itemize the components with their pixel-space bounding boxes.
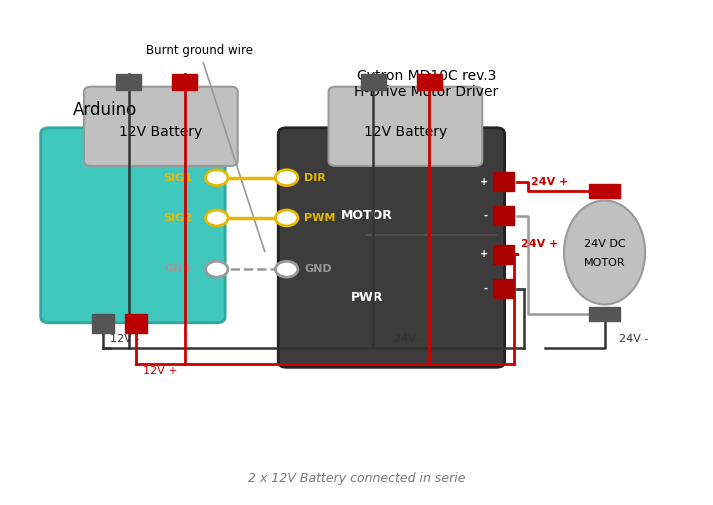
- Text: +: +: [180, 77, 189, 87]
- Text: +: +: [424, 77, 434, 87]
- Text: Burnt ground wire: Burnt ground wire: [145, 44, 265, 251]
- Text: 24V +: 24V +: [520, 239, 558, 249]
- FancyBboxPatch shape: [278, 128, 505, 367]
- FancyBboxPatch shape: [41, 128, 225, 323]
- Text: -: -: [371, 77, 376, 87]
- Circle shape: [275, 210, 298, 226]
- Bar: [493, 279, 513, 298]
- Ellipse shape: [564, 200, 645, 305]
- Text: DIR: DIR: [304, 173, 326, 183]
- FancyBboxPatch shape: [329, 87, 482, 166]
- Text: 24V -: 24V -: [394, 334, 424, 343]
- Text: 24V +: 24V +: [531, 177, 568, 187]
- Text: SIG1: SIG1: [163, 173, 193, 183]
- Circle shape: [275, 170, 298, 186]
- Circle shape: [275, 261, 298, 277]
- Bar: [493, 172, 513, 191]
- Text: MOTOR: MOTOR: [341, 209, 393, 222]
- Circle shape: [205, 261, 228, 277]
- Bar: [361, 74, 386, 90]
- Text: MOTOR: MOTOR: [584, 259, 625, 268]
- FancyBboxPatch shape: [84, 87, 237, 166]
- Text: Cytron MD10C rev.3
H-Drive Motor Driver: Cytron MD10C rev.3 H-Drive Motor Driver: [354, 69, 498, 99]
- Text: -: -: [484, 211, 488, 221]
- Text: Arduino: Arduino: [73, 101, 137, 119]
- Circle shape: [205, 210, 228, 226]
- Text: -: -: [101, 320, 105, 330]
- Text: -: -: [126, 77, 131, 87]
- Text: GND: GND: [165, 264, 193, 274]
- Text: GND: GND: [304, 264, 332, 274]
- Text: 12V Battery: 12V Battery: [119, 125, 202, 139]
- Text: +: +: [480, 249, 488, 260]
- Text: -: -: [599, 311, 603, 323]
- Text: PWR: PWR: [351, 290, 383, 304]
- Text: 12V Battery: 12V Battery: [364, 125, 447, 139]
- Bar: [493, 245, 513, 264]
- Circle shape: [205, 170, 228, 186]
- Text: PWM: PWM: [304, 213, 336, 223]
- Bar: [125, 314, 148, 333]
- Text: SIG2: SIG2: [163, 213, 193, 223]
- Text: 24V DC: 24V DC: [584, 238, 625, 248]
- Text: +: +: [132, 320, 141, 330]
- Bar: [116, 74, 141, 90]
- Text: 12V +: 12V +: [143, 366, 178, 376]
- Bar: [172, 74, 198, 90]
- Bar: [493, 206, 513, 225]
- Text: 24V -: 24V -: [619, 334, 648, 343]
- Text: +: +: [596, 182, 606, 194]
- Bar: [589, 184, 620, 198]
- Bar: [416, 74, 442, 90]
- Text: -: -: [484, 283, 488, 293]
- Bar: [91, 314, 114, 333]
- Text: 12V -: 12V -: [110, 334, 139, 343]
- Text: +: +: [480, 177, 488, 186]
- Bar: [589, 307, 620, 321]
- Text: 2 x 12V Battery connected in serie: 2 x 12V Battery connected in serie: [247, 472, 466, 485]
